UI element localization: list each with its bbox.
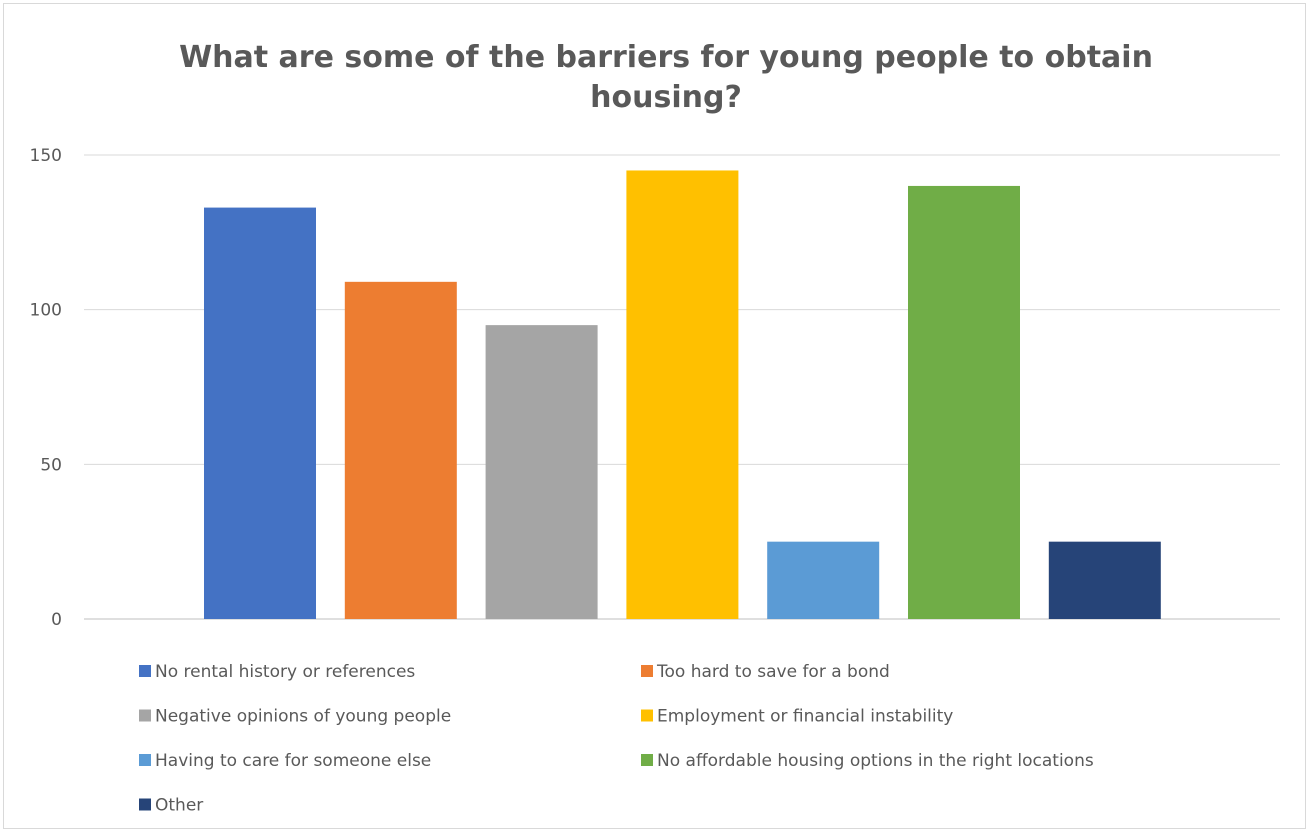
- legend-label: Other: [155, 796, 203, 816]
- y-axis-tick-labels: 0 50 100 150: [30, 146, 62, 630]
- legend-swatch: [641, 754, 653, 766]
- y-tick-label: 150: [30, 146, 62, 166]
- y-tick-label: 100: [30, 301, 62, 321]
- bar-4: [626, 170, 739, 619]
- bar-7: [1048, 541, 1161, 619]
- legend-swatch: [641, 665, 653, 677]
- bar-2: [344, 281, 457, 619]
- chart-title-line-1: What are some of the barriers for young …: [179, 40, 1153, 75]
- legend: No rental history or references Too hard …: [139, 662, 1094, 816]
- legend-swatch: [641, 709, 653, 722]
- y-tick-label: 0: [51, 610, 62, 630]
- legend-swatch: [139, 665, 151, 677]
- legend-label: Too hard to save for a bond: [656, 662, 890, 682]
- legend-swatch: [139, 709, 151, 722]
- bars: [204, 170, 1161, 619]
- bar-6: [908, 185, 1020, 619]
- chart-title-line-2: housing?: [590, 80, 742, 115]
- legend-label: Having to care for someone else: [155, 751, 431, 771]
- legend-label: No rental history or references: [155, 662, 415, 682]
- bar-5: [767, 541, 880, 619]
- legend-label: No affordable housing options in the rig…: [657, 751, 1094, 771]
- bar-3: [485, 325, 598, 619]
- legend-swatch: [139, 798, 151, 811]
- legend-label: Employment or financial instability: [657, 707, 953, 727]
- bar-1: [204, 207, 316, 619]
- y-tick-label: 50: [40, 455, 62, 475]
- legend-label: Negative opinions of young people: [155, 707, 451, 727]
- legend-swatch: [139, 754, 151, 766]
